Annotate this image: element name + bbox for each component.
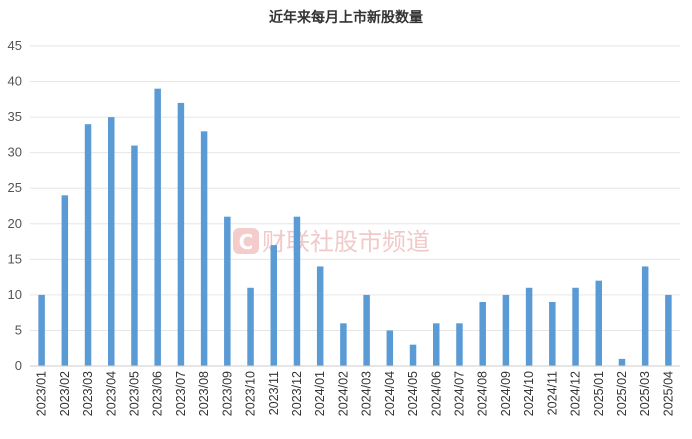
x-tick-label: 2023/07 xyxy=(174,371,188,416)
x-tick-label: 2025/04 xyxy=(661,371,675,416)
bar xyxy=(200,131,208,366)
x-tick-label: 2024/11 xyxy=(545,371,559,415)
x-tick-label: 2024/12 xyxy=(569,371,583,416)
bar xyxy=(665,294,672,366)
x-tick-label: 2023/09 xyxy=(220,371,234,416)
watermark-text: 财联社股市频道 xyxy=(262,228,430,256)
bar xyxy=(270,245,277,366)
x-tick-label: 2024/05 xyxy=(406,371,420,416)
x-tick-label: 2024/04 xyxy=(383,371,397,416)
bar xyxy=(386,330,394,366)
x-tick-label: 2025/03 xyxy=(638,371,652,416)
bar xyxy=(177,102,185,366)
bar xyxy=(154,88,161,367)
x-tick-label: 2024/07 xyxy=(452,371,466,416)
watermark-logo-icon: C xyxy=(233,228,259,254)
y-tick-label: 5 xyxy=(15,322,22,337)
bar xyxy=(618,358,626,366)
bar xyxy=(131,145,138,366)
x-tick-label: 2024/06 xyxy=(429,371,443,416)
bar xyxy=(572,287,579,366)
x-axis: 2023/01 2023/02 2023/03 2023/04 2023/05 2023/… xyxy=(35,371,676,416)
bar xyxy=(456,323,463,366)
x-tick-label: 2023/05 xyxy=(127,371,141,416)
x-tick-label: 2023/12 xyxy=(290,371,304,416)
x-tick-label: 2024/08 xyxy=(476,371,490,416)
bar xyxy=(549,302,556,366)
bar xyxy=(433,323,440,366)
x-tick-label: 2023/10 xyxy=(244,371,258,416)
x-tick-label: 2025/02 xyxy=(615,371,629,416)
bar xyxy=(525,287,533,366)
y-tick-label: 40 xyxy=(8,74,22,89)
x-tick-label: 2023/06 xyxy=(151,371,165,416)
bar xyxy=(293,216,301,366)
y-tick-label: 10 xyxy=(8,287,22,302)
x-tick-label: 2024/03 xyxy=(360,371,374,416)
svg-text:C: C xyxy=(239,230,254,254)
bar xyxy=(595,280,602,366)
bar xyxy=(479,302,486,366)
y-axis: 0 5 10 15 20 25 30 35 40 45 xyxy=(8,38,22,373)
bars xyxy=(38,88,672,367)
x-tick-label: 2024/01 xyxy=(313,371,327,416)
x-tick-label: 2024/10 xyxy=(522,371,536,416)
x-tick-label: 2024/09 xyxy=(499,371,513,416)
bar xyxy=(84,124,92,366)
bar xyxy=(38,294,45,366)
x-tick-label: 2023/02 xyxy=(58,371,72,416)
x-tick-label: 2023/11 xyxy=(267,371,281,415)
x-tick-label: 2025/01 xyxy=(592,371,606,416)
bar xyxy=(247,287,254,366)
y-tick-label: 35 xyxy=(8,109,22,124)
y-tick-label: 0 xyxy=(15,358,22,373)
chart-title: 近年来每月上市新股数量 xyxy=(269,9,423,26)
gridlines xyxy=(30,45,680,331)
bar xyxy=(108,117,115,366)
y-tick-label: 30 xyxy=(8,145,22,160)
y-tick-label: 15 xyxy=(8,251,22,266)
bar xyxy=(340,323,347,366)
bar xyxy=(316,266,324,366)
x-tick-label: 2023/04 xyxy=(104,371,118,416)
bar xyxy=(502,294,510,366)
bar xyxy=(641,266,649,366)
y-tick-label: 20 xyxy=(8,216,22,231)
bar xyxy=(61,195,69,366)
bar xyxy=(363,294,370,366)
y-tick-label: 45 xyxy=(8,38,22,53)
watermark: C 财联社股市频道 xyxy=(233,228,430,256)
bar xyxy=(409,344,417,366)
x-tick-label: 2023/08 xyxy=(197,371,211,416)
bar xyxy=(224,216,231,366)
x-tick-label: 2024/02 xyxy=(336,371,350,416)
x-tick-label: 2023/01 xyxy=(35,371,49,416)
y-tick-label: 25 xyxy=(8,180,22,195)
x-tick-label: 2023/03 xyxy=(81,371,95,416)
